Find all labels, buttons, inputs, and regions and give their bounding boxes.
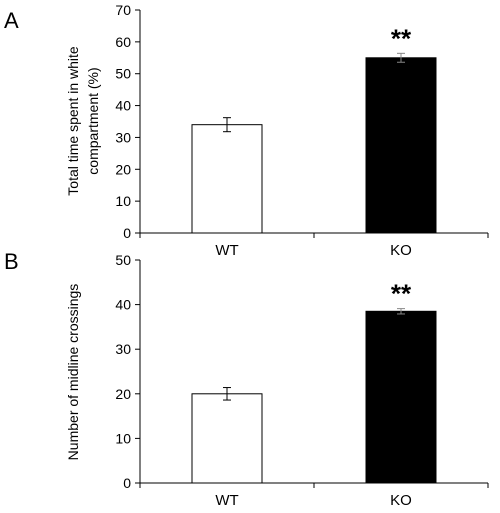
panel-b-y-tick-label: 0 — [123, 475, 131, 491]
panel-b-y-tick-label: 50 — [115, 252, 131, 268]
panel-b-bar-wt — [191, 393, 263, 484]
panel-b-bar-ko — [365, 310, 437, 484]
panel-a-category-label: WT — [215, 242, 238, 259]
panel-a-y-tick-label: 50 — [115, 66, 131, 82]
panel-b-letter: B — [4, 249, 19, 274]
panel-a-letter: A — [4, 8, 19, 33]
panel-a-y-tick-label: 40 — [115, 98, 131, 114]
panel-a-y-axis-title: Total time spent in white — [65, 46, 81, 196]
panel-a-category-label: KO — [390, 242, 412, 259]
panel-b-y-tick-label: 40 — [115, 297, 131, 313]
panel-a-bar-ko — [365, 57, 437, 234]
panel-b: B 0 10 20 30 40 50 WT KO ** Number of midline cro… — [4, 249, 489, 509]
panel-a-significance-label: ** — [391, 23, 412, 53]
panel-b-y-axis-title: Number of midline crossings — [65, 284, 81, 461]
panel-a-y-tick-label: 30 — [115, 129, 131, 145]
panel-a-y-tick-label: 0 — [123, 225, 131, 241]
panel-a-y-tick-label: 60 — [115, 34, 131, 50]
panel-b-y-tick-label: 30 — [115, 341, 131, 357]
panel-b-y-tick-label: 20 — [115, 386, 131, 402]
panel-b-y-tick-label: 10 — [115, 430, 131, 446]
panel-a-y-tick-label: 20 — [115, 161, 131, 177]
panel-b-significance-label: ** — [391, 279, 412, 309]
panel-a: A 0 10 20 30 40 50 60 70 WT KO ** Total time spent … — [4, 2, 489, 259]
panel-a-y-tick-label: 10 — [115, 193, 131, 209]
panel-b-category-label: WT — [215, 492, 238, 509]
panel-a-y-axis-title: compartment (%) — [85, 67, 101, 174]
panel-a-y-tick-label: 70 — [115, 2, 131, 18]
panel-a-bar-wt — [191, 124, 263, 234]
panel-b-category-label: KO — [390, 492, 412, 509]
